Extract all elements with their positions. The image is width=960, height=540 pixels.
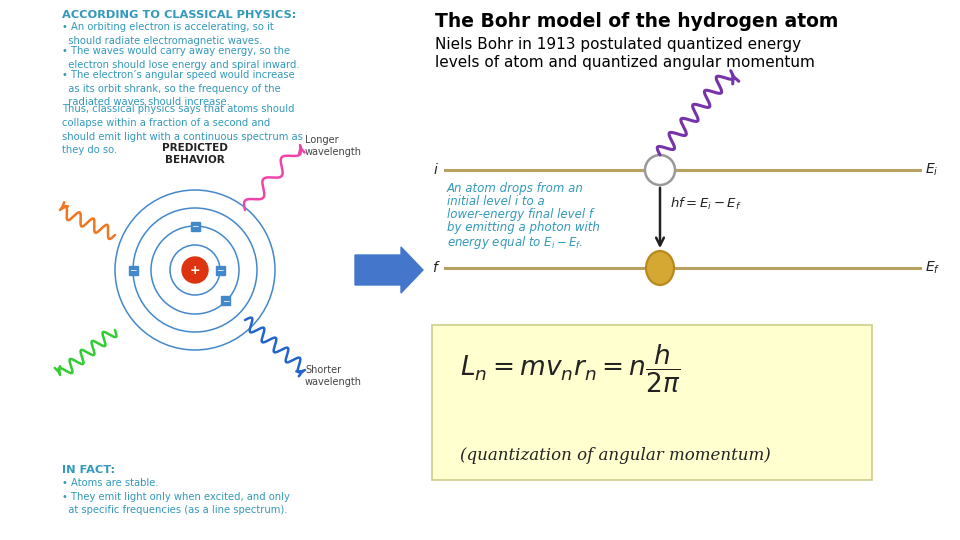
- Text: i: i: [433, 163, 437, 177]
- Ellipse shape: [646, 251, 674, 285]
- Text: Thus, classical physics says that atoms should
collapse within a fraction of a s: Thus, classical physics says that atoms …: [62, 105, 302, 156]
- Text: energy equal to $E_i - E_f$.: energy equal to $E_i - E_f$.: [447, 234, 583, 251]
- Bar: [190, 221, 200, 231]
- Text: (quantization of angular momentum): (quantization of angular momentum): [460, 447, 771, 463]
- Text: An atom drops from an: An atom drops from an: [447, 182, 584, 195]
- Text: ACCORDING TO CLASSICAL PHYSICS:: ACCORDING TO CLASSICAL PHYSICS:: [62, 10, 297, 20]
- Text: The Bohr model of the hydrogen atom: The Bohr model of the hydrogen atom: [435, 12, 838, 31]
- Text: Shorter
wavelength: Shorter wavelength: [305, 365, 362, 387]
- Text: initial level i to a: initial level i to a: [447, 195, 544, 208]
- Text: −: −: [130, 266, 136, 274]
- Text: Longer
wavelength: Longer wavelength: [305, 135, 362, 157]
- Text: Niels Bohr in 1913 postulated quantized energy: Niels Bohr in 1913 postulated quantized …: [435, 37, 802, 52]
- Text: lower-energy final level f: lower-energy final level f: [447, 208, 593, 221]
- Text: by emitting a photon with: by emitting a photon with: [447, 221, 600, 234]
- Text: • An orbiting electron is accelerating, so it
  should radiate electromagnetic w: • An orbiting electron is accelerating, …: [62, 22, 274, 45]
- Text: $hf = E_i - E_f$: $hf = E_i - E_f$: [670, 196, 742, 212]
- Circle shape: [645, 155, 675, 185]
- Bar: [222, 296, 230, 305]
- Text: PREDICTED
BEHAVIOR: PREDICTED BEHAVIOR: [162, 144, 228, 165]
- Text: levels of atom and quantized angular momentum: levels of atom and quantized angular mom…: [435, 55, 815, 70]
- FancyBboxPatch shape: [432, 325, 872, 480]
- Text: • Atoms are stable.: • Atoms are stable.: [62, 478, 158, 488]
- Bar: [129, 266, 137, 274]
- Text: f: f: [432, 261, 437, 275]
- Text: −: −: [191, 221, 199, 231]
- Text: −: −: [216, 266, 224, 274]
- Circle shape: [182, 257, 208, 283]
- Text: +: +: [190, 264, 201, 276]
- Text: $L_n = mv_nr_n = n\dfrac{h}{2\pi}$: $L_n = mv_nr_n = n\dfrac{h}{2\pi}$: [460, 343, 681, 395]
- FancyArrow shape: [355, 247, 423, 293]
- Text: • They emit light only when excited, and only
  at specific frequencies (as a li: • They emit light only when excited, and…: [62, 491, 290, 515]
- Bar: [215, 266, 225, 274]
- Text: $E_f$: $E_f$: [925, 260, 941, 276]
- Text: −: −: [222, 296, 229, 305]
- Text: • The electron’s angular speed would increase
  as its orbit shrank, so the freq: • The electron’s angular speed would inc…: [62, 70, 295, 107]
- Text: $E_i$: $E_i$: [925, 162, 939, 178]
- Text: IN FACT:: IN FACT:: [62, 465, 115, 475]
- Text: • The waves would carry away energy, so the
  electron should lose energy and sp: • The waves would carry away energy, so …: [62, 46, 300, 70]
